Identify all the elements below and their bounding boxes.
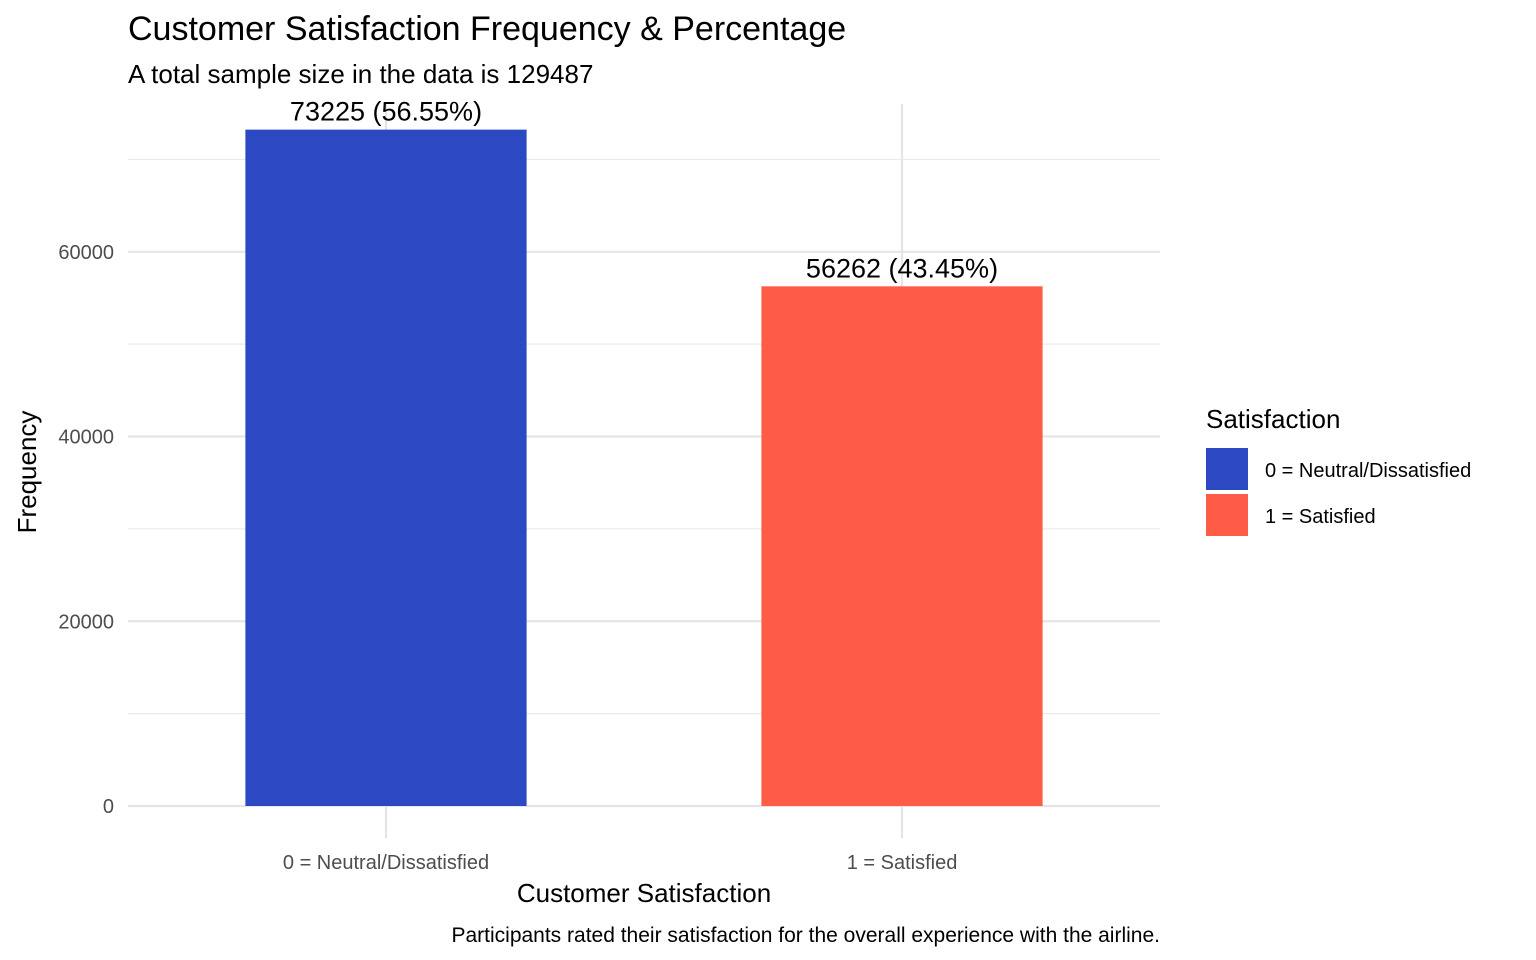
bar-0 xyxy=(245,129,527,807)
chart-subtitle: A total sample size in the data is 12948… xyxy=(128,59,593,89)
chart-title: Customer Satisfaction Frequency & Percen… xyxy=(128,10,846,48)
y-axis-title: Frequency xyxy=(12,411,42,534)
bar-1 xyxy=(761,286,1043,807)
legend-label-satisfied: 1 = Satisfied xyxy=(1265,506,1376,528)
y-tick-label: 60000 xyxy=(58,242,114,264)
bar-value-label-0: 73225 (56.55%) xyxy=(290,97,482,127)
x-axis-title: Customer Satisfaction xyxy=(517,878,771,908)
legend: Satisfaction 0 = Neutral/Dissatisfied 1 … xyxy=(1206,404,1471,536)
chart-caption: Participants rated their satisfaction fo… xyxy=(451,924,1160,947)
bar-value-label-1: 56262 (43.45%) xyxy=(806,253,998,283)
legend-swatch-satisfied xyxy=(1206,494,1248,536)
axes: 0 20000 40000 60000 0 = Neutral/Dissatisfied… xyxy=(58,242,957,874)
x-tick-label: 1 = Satisfied xyxy=(847,852,958,874)
x-tick-label: 0 = Neutral/Dissatisfied xyxy=(283,852,489,874)
legend-title: Satisfaction xyxy=(1206,404,1340,434)
legend-swatch-neutral-dissatisfied xyxy=(1206,448,1248,490)
y-tick-label: 40000 xyxy=(58,427,114,449)
data-labels: 73225 (56.55%) 56262 (43.45%) xyxy=(290,97,998,284)
bars xyxy=(245,129,1043,807)
y-tick-label: 0 xyxy=(103,796,114,818)
legend-label-neutral-dissatisfied: 0 = Neutral/Dissatisfied xyxy=(1265,460,1471,482)
y-tick-label: 20000 xyxy=(58,611,114,633)
